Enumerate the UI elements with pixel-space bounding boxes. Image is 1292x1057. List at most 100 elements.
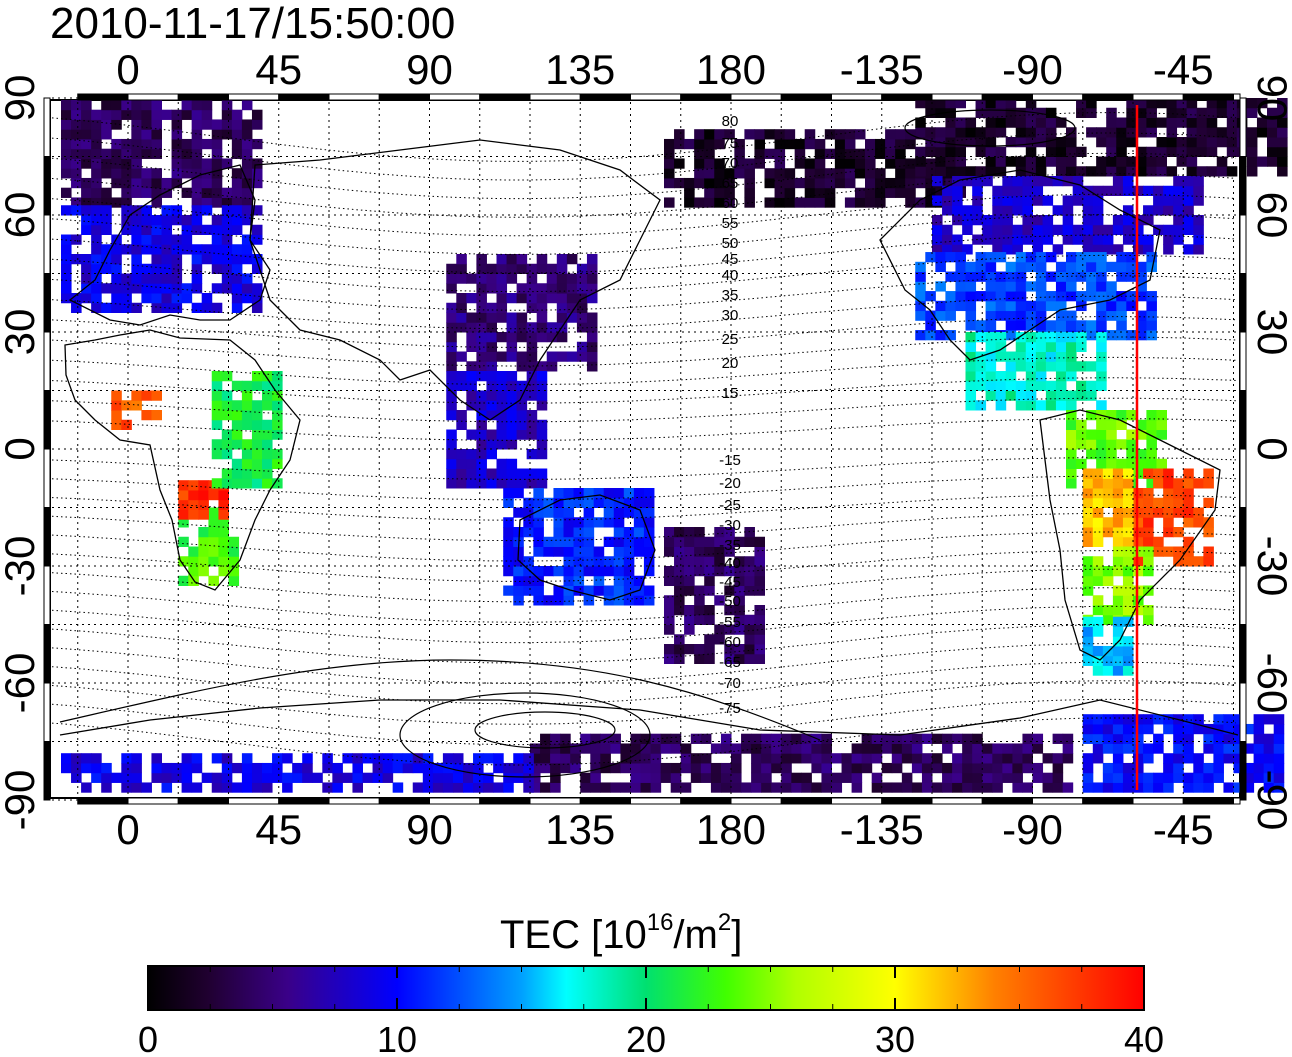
tec-cell	[1116, 271, 1127, 282]
tec-cell	[603, 488, 615, 499]
tec-cell	[905, 187, 916, 198]
tec-cell	[1005, 261, 1017, 273]
contour-label: 15	[722, 385, 739, 402]
coastlines	[59, 139, 1239, 736]
tec-cell	[1005, 371, 1017, 382]
tec-cell	[921, 782, 933, 793]
tec-cell	[131, 187, 142, 198]
tec-cell	[503, 566, 514, 577]
tec-cell	[1223, 753, 1234, 764]
tec-cell	[995, 390, 1007, 401]
tec-cell	[251, 293, 263, 304]
tec-cell	[1082, 585, 1094, 596]
tec-cell	[1153, 497, 1164, 508]
tec-cell	[664, 148, 675, 159]
tec-cell	[516, 478, 528, 489]
tec-cell	[101, 302, 112, 313]
tec-cell	[526, 429, 538, 440]
tec-cell	[1042, 753, 1054, 764]
tec-cell	[231, 138, 243, 150]
tec-cell	[91, 177, 102, 189]
tec-cell	[1062, 753, 1074, 764]
tec-cell	[251, 119, 263, 130]
tec-cell	[791, 743, 802, 754]
frame-tick-segment	[479, 797, 531, 805]
tec-cell	[61, 109, 72, 120]
tec-cell	[1226, 166, 1238, 177]
tec-cell	[1092, 185, 1104, 196]
tec-cell	[985, 261, 997, 273]
tec-cell	[694, 138, 705, 150]
tec-cell	[473, 772, 484, 783]
tec-cell	[533, 497, 544, 508]
tec-cell	[1183, 782, 1194, 793]
tec-cell	[590, 753, 601, 764]
tec-cell	[1106, 156, 1117, 167]
tec-cell	[1112, 782, 1124, 793]
tec-cell	[1112, 655, 1124, 666]
tec-cell	[1112, 488, 1124, 499]
tec-cell	[1133, 527, 1144, 538]
tec-cell	[982, 176, 993, 187]
tec-cell	[982, 753, 993, 764]
tec-cell	[690, 772, 702, 783]
tec-cell	[911, 743, 923, 754]
tec-cell	[1035, 400, 1047, 411]
tec-cell	[1166, 127, 1178, 138]
coastline-2	[249, 139, 661, 421]
tec-cell	[593, 575, 605, 586]
tec-cell	[1112, 743, 1124, 754]
tec-cell	[1025, 107, 1037, 118]
tec-cell	[546, 351, 558, 362]
tec-cell	[161, 234, 173, 245]
tec-cell	[965, 117, 977, 128]
tec-cell	[1096, 271, 1107, 282]
tec-cell	[456, 371, 467, 382]
tec-region-central-america	[965, 332, 1107, 411]
tec-cell	[546, 273, 558, 284]
tec-cell	[198, 509, 209, 520]
tec-cell	[754, 624, 765, 635]
tec-cell	[1045, 291, 1057, 302]
tec-cell	[834, 168, 846, 179]
tec-cell	[871, 782, 883, 793]
tec-cell	[1102, 478, 1114, 489]
tec-cell	[603, 585, 615, 596]
tec-cell	[563, 585, 575, 596]
tec-cell	[1042, 224, 1054, 235]
tec-cell	[1055, 310, 1067, 321]
tec-cell	[1035, 166, 1047, 177]
bottom-lon-tick-label: 45	[255, 806, 302, 853]
frame-tick-segment	[328, 93, 380, 101]
tec-cell	[1002, 762, 1013, 774]
tec-cell	[121, 762, 132, 774]
tec-cell	[71, 148, 82, 159]
tec-cell	[141, 215, 152, 226]
tec-cell	[372, 772, 384, 783]
tec-cell	[1196, 137, 1208, 148]
tec-cell	[1106, 291, 1117, 302]
tec-cell	[526, 283, 538, 294]
tec-cell	[131, 782, 142, 793]
tec-cell	[446, 449, 457, 460]
tec-cell	[1066, 137, 1077, 148]
tec-cell	[935, 281, 946, 292]
tec-cell	[871, 743, 883, 754]
tec-cell	[1092, 575, 1104, 586]
tec-cell	[1193, 723, 1204, 735]
tec-cell	[536, 322, 548, 333]
tec-cell	[1136, 146, 1147, 157]
tec-cell	[1216, 166, 1228, 177]
tec-cell	[714, 129, 725, 140]
tec-cell	[573, 517, 585, 528]
tec-cell	[241, 148, 253, 159]
tec-cell	[1183, 546, 1194, 557]
tec-cell	[901, 743, 913, 754]
tec-cell	[486, 429, 497, 440]
tec-region-east-asia	[446, 254, 598, 372]
tec-cell	[1102, 497, 1114, 508]
tec-cell	[1052, 772, 1064, 783]
tec-cell	[995, 127, 1007, 138]
tec-cell	[1052, 224, 1064, 235]
